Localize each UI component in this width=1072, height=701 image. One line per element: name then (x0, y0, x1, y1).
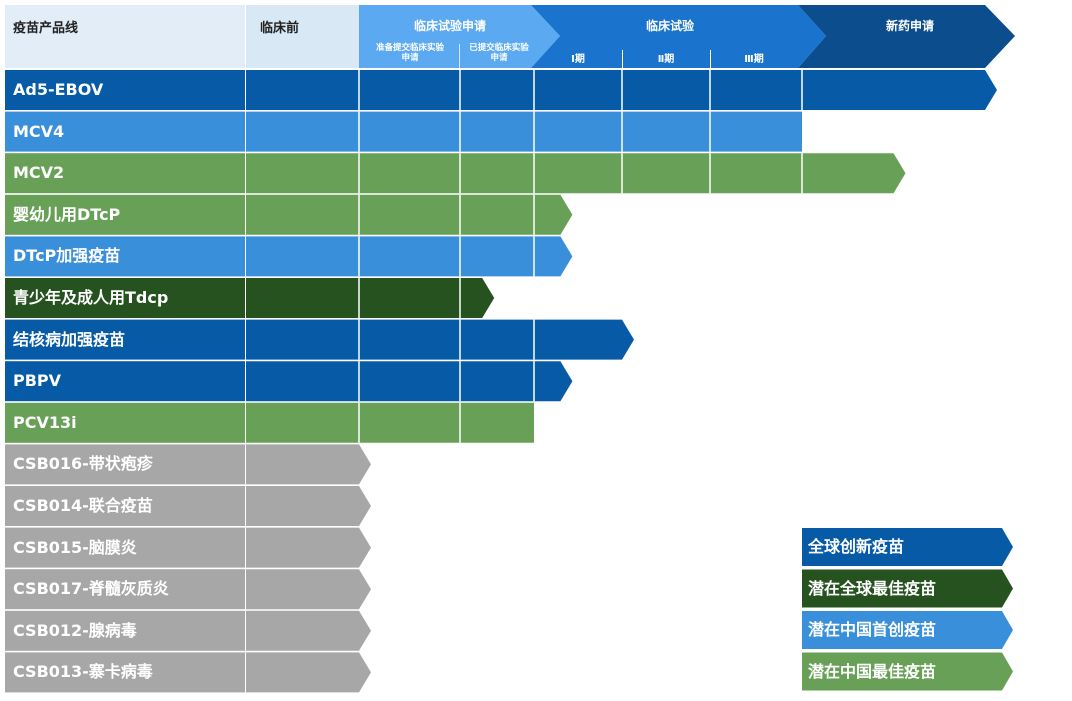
pipeline-row (5, 402, 534, 443)
legend-label: 潜在全球最佳疫苗 (808, 578, 937, 598)
legend-swatch (802, 652, 1013, 691)
progress-bar (246, 319, 634, 360)
row-name-cell (5, 278, 245, 318)
row-name-cell (5, 111, 245, 152)
row-product-name: CSB017-脊髓灰质炎 (13, 579, 169, 599)
pipeline-row (5, 444, 371, 485)
legend-label: 潜在中国首创疫苗 (808, 620, 937, 639)
pipeline-row (5, 278, 495, 318)
row-name-cell (5, 194, 245, 235)
pipeline-row (5, 236, 573, 277)
header-phase-divider (622, 50, 623, 68)
progress-bar (246, 194, 573, 235)
row-product-name: CSB012-腺病毒 (13, 620, 137, 640)
pipeline-row (5, 610, 371, 651)
row-name-cell (5, 153, 245, 194)
row-product-name: MCV4 (13, 121, 65, 141)
row-name-cell (5, 236, 245, 277)
header-product-line-label: 疫苗产品线 (13, 21, 79, 36)
header-clinical-label: 临床试验 (645, 19, 694, 33)
progress-bar (246, 278, 495, 318)
header-phase-divider (710, 50, 711, 68)
row-product-name: 结核病加强疫苗 (13, 329, 126, 349)
header-phase3: Ⅲ期 (744, 54, 764, 65)
row-name-cell (5, 402, 245, 443)
header-preclinical: 临床前 (246, 5, 359, 68)
row-product-name: DTcP加强疫苗 (13, 246, 121, 266)
header-product-line: 疫苗产品线 (5, 5, 245, 68)
header-phase1: Ⅰ期 (571, 54, 585, 65)
row-product-name: CSB015-脑膜炎 (13, 537, 137, 557)
row-product-name: CSB014-联合疫苗 (13, 496, 153, 515)
row-name-cell (5, 486, 245, 526)
header-phase2: Ⅱ期 (657, 54, 675, 65)
legend-label: 潜在中国最佳疫苗 (808, 661, 937, 681)
row-name-cell (5, 610, 245, 651)
header-ind-arrow (359, 5, 560, 68)
row-name-cell (5, 70, 245, 110)
row-name-cell (5, 444, 245, 485)
progress-bar (246, 652, 371, 693)
progress-bar (246, 236, 573, 277)
header-ind-divider (459, 44, 460, 68)
pipeline-row (5, 569, 371, 610)
row-product-name: 婴幼儿用DTcP (13, 204, 121, 224)
progress-bar (246, 402, 534, 443)
pipeline-row (5, 527, 371, 568)
header-clinical-arrow (531, 5, 826, 68)
progress-bar (246, 486, 371, 526)
header-ind-label: 临床试验申请 (413, 19, 486, 33)
progress-bar (246, 569, 371, 610)
header-nda-arrow (798, 5, 1015, 68)
row-product-name: MCV2 (13, 163, 65, 183)
pipeline-row (5, 652, 371, 693)
legend-swatch (802, 611, 1013, 649)
row-product-name: CSB016-带状疱疹 (13, 454, 153, 474)
pipeline-row (5, 194, 573, 235)
legend-swatch (802, 569, 1013, 608)
legend-swatch (802, 528, 1013, 566)
pipeline-row (5, 70, 997, 110)
row-name-cell (5, 319, 245, 360)
row-name-cell (5, 527, 245, 568)
row-name-cell (5, 652, 245, 693)
pipeline-row (5, 486, 371, 526)
legend-label: 全球创新疫苗 (808, 537, 905, 556)
header-ind-sub-submitted: 已提交临床实验申请 (469, 43, 529, 63)
row-product-name: Ad5-EBOV (13, 80, 104, 99)
progress-bar (246, 111, 802, 152)
progress-bar (246, 444, 371, 485)
progress-bar (246, 361, 573, 402)
pipeline-row (5, 361, 573, 402)
pipeline-row (5, 153, 906, 194)
header-preclinical-label: 临床前 (260, 21, 300, 36)
row-product-name: PCV13i (13, 412, 77, 432)
row-product-name: 青少年及成人用Tdcp (13, 288, 169, 307)
row-product-name: PBPV (13, 371, 62, 391)
progress-bar (246, 153, 906, 194)
pipeline-row (5, 111, 802, 152)
row-name-cell (5, 361, 245, 402)
row-name-cell (5, 569, 245, 610)
header-stage-arrows (359, 5, 1015, 68)
progress-bar (246, 610, 371, 651)
progress-bar (246, 527, 371, 568)
header-nda-label: 新药申请 (885, 19, 934, 33)
row-product-name: CSB013-寨卡病毒 (13, 662, 153, 682)
pipeline-row (5, 319, 634, 360)
header-ind-sub-preparing: 准备提交临床实验申请 (376, 43, 445, 63)
